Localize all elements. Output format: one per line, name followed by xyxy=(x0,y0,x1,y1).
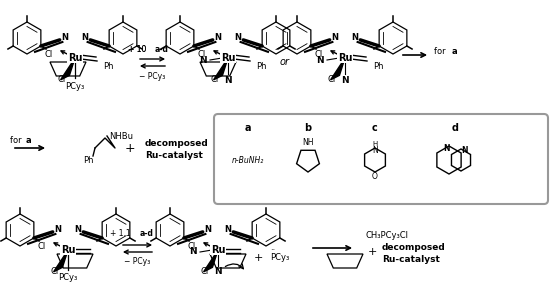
Text: +: + xyxy=(368,247,377,257)
Text: Cl: Cl xyxy=(188,242,196,251)
Text: N: N xyxy=(224,75,232,84)
Text: − PCy₃: − PCy₃ xyxy=(139,72,166,81)
Polygon shape xyxy=(331,58,345,80)
Text: Ru: Ru xyxy=(60,245,75,255)
Text: Cl: Cl xyxy=(198,50,206,59)
Text: Ph: Ph xyxy=(83,155,94,165)
Text: N: N xyxy=(189,247,197,257)
Text: Ru-catalyst: Ru-catalyst xyxy=(145,150,203,160)
Text: Ru: Ru xyxy=(221,53,235,63)
Text: N: N xyxy=(332,33,339,42)
Text: N: N xyxy=(199,56,207,65)
Text: N: N xyxy=(62,33,69,42)
Text: Cl: Cl xyxy=(50,267,58,276)
Text: Ru-catalyst: Ru-catalyst xyxy=(382,255,440,263)
Text: N: N xyxy=(205,225,212,234)
Text: decomposed: decomposed xyxy=(382,242,446,252)
Text: a: a xyxy=(245,123,251,133)
Text: PCy₃: PCy₃ xyxy=(58,274,78,282)
Polygon shape xyxy=(53,250,68,272)
FancyArrowPatch shape xyxy=(226,264,244,269)
Text: N: N xyxy=(81,33,89,42)
Text: Ph: Ph xyxy=(103,62,113,70)
Text: Cl: Cl xyxy=(327,75,336,84)
Text: NHBu: NHBu xyxy=(109,131,133,141)
Text: Ru: Ru xyxy=(211,245,226,255)
Text: Ph: Ph xyxy=(256,62,267,70)
Text: b: b xyxy=(305,123,311,133)
Text: N: N xyxy=(74,225,81,234)
Text: O: O xyxy=(372,172,378,181)
Text: NH: NH xyxy=(302,139,313,147)
Text: n-BuNH₂: n-BuNH₂ xyxy=(232,155,264,165)
Text: N: N xyxy=(316,56,324,65)
Text: N: N xyxy=(372,146,378,155)
Polygon shape xyxy=(213,58,228,80)
Text: a-d: a-d xyxy=(140,229,153,239)
Text: a-d: a-d xyxy=(155,44,168,54)
Text: for: for xyxy=(434,46,448,56)
Text: d: d xyxy=(452,123,459,133)
Text: + 1.1: + 1.1 xyxy=(111,229,134,239)
Text: + 10: + 10 xyxy=(128,44,148,54)
Text: N: N xyxy=(234,33,241,42)
Text: Ru: Ru xyxy=(338,53,352,63)
Text: N: N xyxy=(351,33,359,42)
Text: Cl: Cl xyxy=(200,267,208,276)
Text: Cl: Cl xyxy=(45,50,53,59)
Text: H: H xyxy=(372,141,378,147)
Text: − PCy₃: − PCy₃ xyxy=(124,258,151,266)
Text: Cl: Cl xyxy=(57,75,65,84)
Text: c: c xyxy=(372,123,378,133)
Text: CH₃PCy₃Cl: CH₃PCy₃Cl xyxy=(365,231,408,239)
Text: decomposed: decomposed xyxy=(145,139,209,147)
Text: +: + xyxy=(125,141,135,155)
Text: +: + xyxy=(254,253,263,263)
Text: Cl: Cl xyxy=(210,75,218,84)
Text: ··: ·· xyxy=(270,247,275,255)
Text: PCy₃: PCy₃ xyxy=(270,253,289,263)
Text: N: N xyxy=(341,75,349,84)
Text: N: N xyxy=(462,147,468,155)
Text: N: N xyxy=(444,144,450,153)
Text: a: a xyxy=(452,46,458,56)
Text: or: or xyxy=(280,57,290,67)
Text: Cl: Cl xyxy=(315,50,323,59)
Polygon shape xyxy=(204,250,218,272)
Text: N: N xyxy=(54,225,62,234)
Text: Cl: Cl xyxy=(38,242,46,251)
Text: a: a xyxy=(26,136,32,144)
Text: + 10: + 10 xyxy=(128,44,148,54)
Polygon shape xyxy=(60,58,75,80)
Text: Ru: Ru xyxy=(68,53,82,63)
Text: N: N xyxy=(224,225,232,234)
Text: for: for xyxy=(10,136,24,144)
Text: N: N xyxy=(214,33,222,42)
Text: PCy₃: PCy₃ xyxy=(65,81,85,91)
Text: N: N xyxy=(214,268,222,276)
Text: Ph: Ph xyxy=(373,62,383,70)
